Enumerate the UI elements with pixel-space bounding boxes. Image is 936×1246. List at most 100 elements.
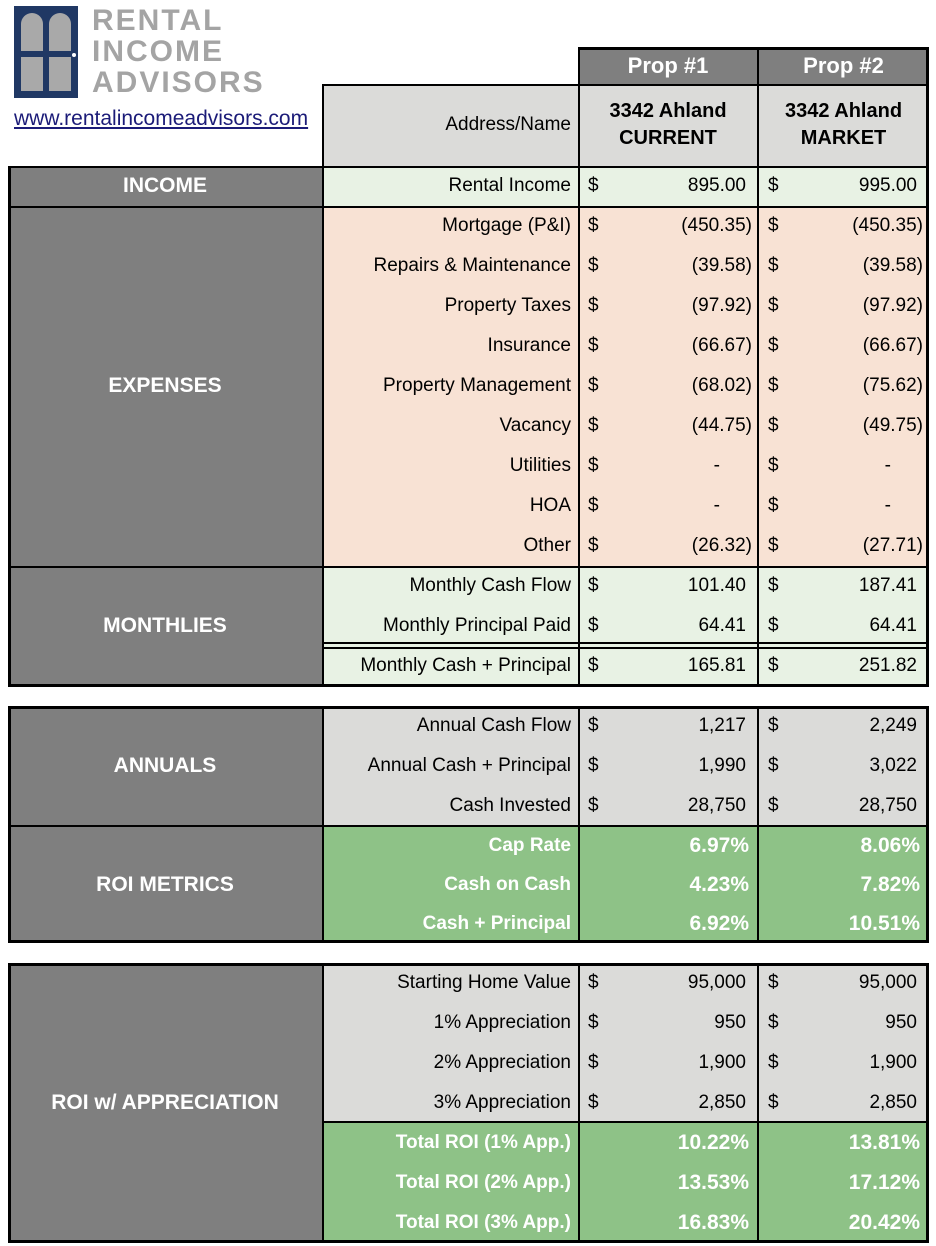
prop1-address-line2: CURRENT — [619, 127, 717, 149]
table-row: 1% Appreciation $950 $950 — [322, 1003, 929, 1043]
section-label-roi-metrics: ROI METRICS — [8, 826, 322, 943]
table-row: Total ROI (2% App.) 13.53% 17.12% — [322, 1163, 929, 1203]
brand-line-1: RENTAL — [92, 4, 224, 37]
prop2-value: 95,000 — [858, 972, 917, 993]
prop1-value: (66.67) — [691, 335, 752, 356]
row-label: Cash on Cash — [444, 873, 571, 895]
currency-symbol: $ — [768, 375, 779, 396]
currency-symbol: $ — [768, 215, 779, 236]
table-row: Annual Cash + Principal $1,990 $3,022 — [322, 746, 929, 786]
prop2-header: Prop #2 — [758, 47, 929, 84]
table-row: Utilities $ - $ - — [322, 446, 929, 486]
table-row: Property Taxes $ (97.92) $ (97.92) — [322, 286, 929, 326]
prop2-address: 3342 Ahland MARKET — [758, 84, 929, 166]
currency-symbol: $ — [588, 715, 599, 736]
prop1-value: 4.23% — [689, 872, 749, 896]
prop-header-row: Prop #1 Prop #2 — [322, 47, 929, 84]
prop1-value: (26.32) — [691, 535, 752, 556]
currency-symbol: $ — [768, 535, 779, 556]
currency-symbol: $ — [768, 175, 779, 196]
currency-symbol: $ — [588, 535, 599, 556]
table-row: Monthly Principal Paid $64.41 $64.41 — [322, 606, 929, 646]
prop1-value: - — [713, 455, 720, 476]
section-label-roi-appreciation: ROI w/ APPRECIATION — [8, 963, 322, 1243]
currency-symbol: $ — [588, 455, 599, 476]
currency-symbol: $ — [588, 255, 599, 276]
row-label: 2% Appreciation — [433, 1052, 571, 1073]
prop1-value: 1,217 — [698, 715, 746, 736]
row-label: Property Management — [383, 375, 571, 396]
prop1-value: (450.35) — [681, 215, 752, 236]
currency-symbol: $ — [768, 495, 779, 516]
row-label: Monthly Cash + Principal — [360, 655, 571, 676]
prop2-value: (75.62) — [862, 375, 923, 396]
prop2-value: 8.06% — [860, 833, 920, 857]
row-label: Monthly Principal Paid — [383, 615, 571, 636]
row-label: Mortgage (P&I) — [442, 215, 571, 236]
table-row: 3% Appreciation $2,850 $2,850 — [322, 1083, 929, 1123]
row-label: Cash Invested — [449, 795, 571, 816]
currency-symbol: $ — [588, 335, 599, 356]
header-spacer — [322, 47, 578, 84]
row-label: HOA — [529, 495, 571, 516]
row-label: Property Taxes — [444, 295, 571, 316]
table-row: Monthly Cash + Principal $165.81 $251.82 — [322, 646, 929, 686]
table-row: Vacancy $ (44.75) $ (49.75) — [322, 406, 929, 446]
currency-symbol: $ — [588, 1012, 599, 1033]
table-row: Mortgage (P&I) $ (450.35) $ (450.35) — [322, 206, 929, 246]
prop1-value: 895.00 — [687, 175, 746, 196]
prop1-value: (44.75) — [691, 415, 752, 436]
row-label: 3% Appreciation — [433, 1092, 571, 1113]
section-label-annuals: ANNUALS — [8, 706, 322, 826]
prop2-value: 64.41 — [869, 615, 917, 636]
prop2-value: (39.58) — [862, 255, 923, 276]
currency-symbol: $ — [768, 335, 779, 356]
table-row: HOA $ - $ - — [322, 486, 929, 526]
table-row: Repairs & Maintenance $ (39.58) $ (39.58) — [322, 246, 929, 286]
row-label: Cash + Principal — [422, 912, 571, 934]
prop2-value: 1,900 — [869, 1052, 917, 1073]
prop1-value: 6.97% — [689, 833, 749, 857]
table-row: Cash Invested $28,750 $28,750 — [322, 786, 929, 826]
prop1-value: 950 — [714, 1012, 746, 1033]
prop1-address-line1: 3342 Ahland — [609, 100, 727, 122]
currency-symbol: $ — [768, 295, 779, 316]
table-row: Property Management $ (68.02) $ (75.62) — [322, 366, 929, 406]
prop2-value: (27.71) — [862, 535, 923, 556]
prop1-value: - — [713, 495, 720, 516]
prop1-address: 3342 Ahland CURRENT — [578, 84, 758, 166]
prop2-value: 13.81% — [848, 1131, 920, 1154]
prop2-value: 2,850 — [869, 1092, 917, 1113]
table-row: Cash on Cash 4.23% 7.82% — [322, 865, 929, 904]
table-row: Cap Rate 6.97% 8.06% — [322, 826, 929, 865]
table-monthly: Prop #1 Prop #2 Address/Name 3342 Ahland… — [322, 47, 929, 686]
currency-symbol: $ — [588, 755, 599, 776]
currency-symbol: $ — [768, 1052, 779, 1073]
table-annual: Annual Cash Flow $1,217 $2,249 Annual Ca… — [322, 706, 929, 943]
prop2-value: 3,022 — [869, 755, 917, 776]
currency-symbol: $ — [588, 1092, 599, 1113]
currency-symbol: $ — [768, 615, 779, 636]
row-label: Total ROI (2% App.) — [395, 1172, 571, 1193]
row-label: Monthly Cash Flow — [409, 575, 571, 596]
prop2-value: - — [884, 455, 891, 476]
row-label: Repairs & Maintenance — [373, 255, 572, 276]
table-row: Total ROI (3% App.) 16.83% 20.42% — [322, 1203, 929, 1243]
prop1-value: 13.53% — [677, 1171, 749, 1194]
prop2-value: 28,750 — [858, 795, 917, 816]
address-row: Address/Name 3342 Ahland CURRENT 3342 Ah… — [322, 84, 929, 166]
row-label: 1% Appreciation — [433, 1012, 571, 1033]
prop1-value: 16.83% — [677, 1211, 749, 1234]
prop2-address-line1: 3342 Ahland — [784, 100, 903, 122]
table-row: Insurance $ (66.67) $ (66.67) — [322, 326, 929, 366]
prop1-value: 101.40 — [687, 575, 746, 596]
table-row: Total ROI (1% App.) 10.22% 13.81% — [322, 1123, 929, 1163]
door-logo-icon — [14, 6, 78, 98]
currency-symbol: $ — [588, 972, 599, 993]
section-label-income: INCOME — [8, 166, 322, 206]
currency-symbol: $ — [768, 575, 779, 596]
row-label: Starting Home Value — [397, 972, 571, 993]
prop2-value: 2,249 — [869, 715, 917, 736]
website-link[interactable]: www.rentalincomeadvisors.com — [14, 107, 309, 130]
